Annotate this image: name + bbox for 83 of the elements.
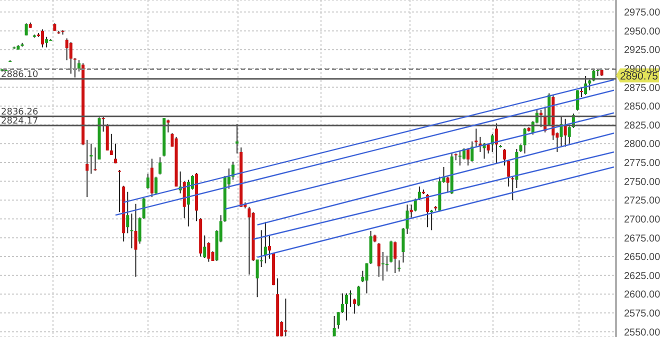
y-tick-label: 2675.00 [624, 233, 660, 244]
candlestick [284, 298, 288, 337]
candlestick [203, 234, 206, 259]
candlestick [344, 292, 348, 321]
candlestick [41, 28, 44, 48]
candlestick [134, 203, 138, 278]
candlestick [65, 38, 68, 61]
candlestick [381, 252, 384, 282]
candlestick [402, 227, 405, 264]
candlestick [466, 148, 470, 166]
y-tick-label: 2875.00 [624, 82, 660, 94]
ref-line-label: 2824.17 [1, 116, 38, 126]
candlestick [90, 143, 93, 174]
candlestick [398, 260, 401, 272]
candlestick [458, 150, 462, 166]
candlestick [73, 57, 76, 78]
y-tick-label: 2800.00 [624, 139, 660, 150]
candlestick [494, 122, 498, 164]
candlestick [564, 118, 567, 148]
candlestick [430, 209, 434, 231]
candlestick [353, 298, 356, 314]
candlestick [568, 126, 571, 144]
candlestick [474, 128, 478, 148]
candlestick [69, 42, 72, 74]
y-tick-label: 2750.00 [624, 176, 660, 188]
candlestick [336, 312, 340, 330]
candlestick [332, 315, 336, 337]
y-tick-label: 2600.00 [624, 290, 660, 301]
candlestick [102, 116, 105, 132]
candlestick [248, 206, 251, 276]
candlestick [503, 148, 506, 166]
candlestick [576, 90, 579, 112]
candlestick [394, 240, 397, 274]
y-tick-label: 2700.00 [624, 214, 660, 226]
candlestick [377, 242, 380, 278]
candlestick [45, 36, 48, 48]
candlestick [130, 213, 134, 249]
y-tick-label: 2775.00 [624, 158, 660, 170]
y-tick-label: 2625.00 [624, 270, 660, 282]
candlestick [446, 176, 450, 194]
candlestick [118, 170, 122, 213]
candlestick [138, 216, 142, 244]
candlestick [507, 160, 510, 188]
candlestick [158, 156, 162, 176]
candlestick [114, 143, 117, 164]
candlestick [365, 262, 368, 294]
candlestick [268, 234, 271, 260]
candlestick [357, 285, 360, 307]
candlestick [142, 197, 146, 220]
y-tick-label: 2575.00 [624, 308, 660, 320]
candlestick [588, 79, 592, 91]
y-tick-label: 2975.00 [624, 8, 660, 19]
candlestick [256, 259, 259, 298]
candlestick [470, 140, 474, 162]
y-tick-label: 2550.00 [624, 327, 660, 337]
y-tick-label: 2825.00 [624, 120, 660, 132]
candlestick [426, 194, 430, 228]
candlestick [86, 139, 89, 198]
y-tick-label: 2925.00 [624, 45, 660, 56]
candlestick [146, 173, 150, 190]
candlestick [78, 60, 80, 72]
candlestick [340, 292, 344, 314]
candlestick [390, 240, 393, 264]
candlestick [523, 127, 526, 154]
candlestick [386, 255, 388, 272]
candlestick [154, 176, 158, 195]
candlestick [94, 146, 97, 172]
y-tick-label: 2850.00 [624, 102, 660, 113]
candlestick [580, 86, 584, 98]
y-tick-label: 2950.00 [624, 26, 660, 38]
candlestick [406, 204, 409, 234]
candlestick [511, 176, 514, 201]
candlestick [232, 161, 234, 180]
candlestick [264, 221, 267, 264]
candlestick [349, 290, 352, 308]
y-tick-label: 2650.00 [624, 252, 660, 264]
y-tick-label: 2725.00 [624, 196, 660, 207]
candlestick [24, 22, 28, 36]
candlestick [110, 133, 113, 156]
candlestick [126, 191, 130, 234]
candlestick [207, 242, 210, 262]
ref-line-label: 2886.10 [1, 70, 38, 80]
ref-line-label: 2836.26 [1, 107, 38, 118]
